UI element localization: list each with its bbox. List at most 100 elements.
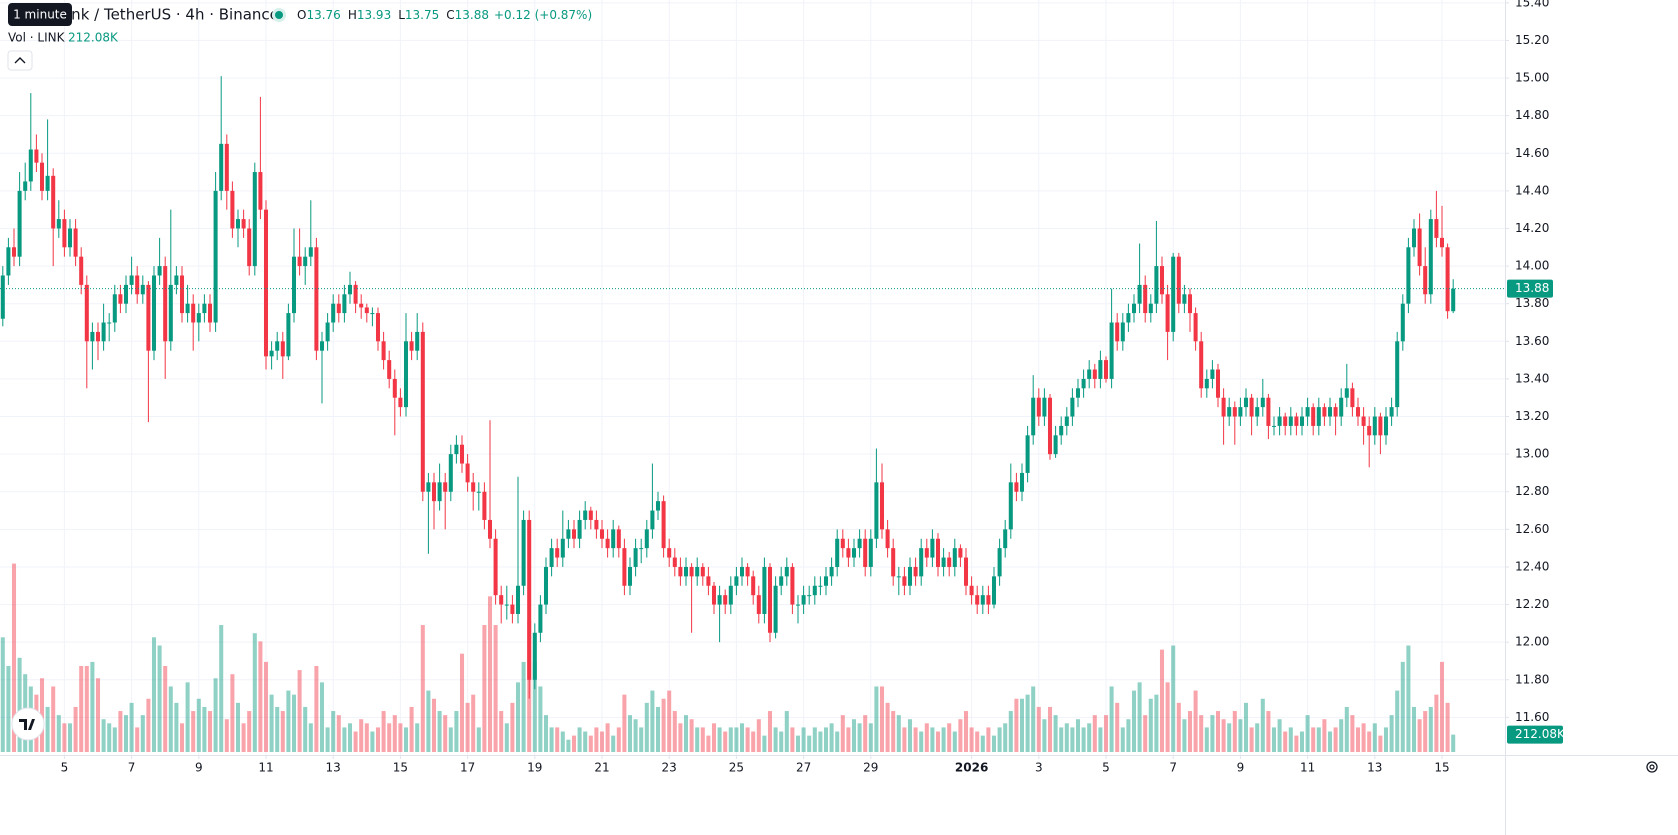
candle-body: [191, 303, 196, 323]
candle-body: [448, 454, 453, 492]
candle-body: [1081, 378, 1086, 389]
volume-bar: [1283, 731, 1288, 752]
volume-bar: [1171, 645, 1176, 752]
overlay-layer: 11.60 11.80 12.00 12.20 12.40 12.60 12.80 13.00…: [0, 0, 1563, 775]
candle-body: [1042, 397, 1047, 417]
candle-body: [230, 190, 235, 229]
candle-body: [224, 143, 229, 191]
collapse-button[interactable]: [7, 50, 33, 71]
candle-body: [364, 307, 369, 314]
candle-body: [1428, 219, 1433, 295]
volume-bar: [1019, 698, 1025, 752]
y-tick-label: 12.80: [1515, 484, 1549, 498]
volume-bar: [17, 657, 22, 752]
volume-bar: [6, 665, 11, 752]
y-tick-label: 14.00: [1515, 259, 1549, 273]
y-tick-label: 14.20: [1515, 221, 1549, 235]
x-tick-label: 21: [594, 761, 609, 775]
candle-body: [527, 519, 532, 680]
volume-bar: [1182, 719, 1187, 752]
volume-bar: [667, 690, 672, 752]
candle-body: [818, 585, 823, 587]
volume-bar: [571, 735, 577, 752]
candle-body: [667, 548, 672, 558]
volume-bar: [818, 731, 823, 752]
volume-bar: [532, 661, 537, 752]
candle-body: [1115, 322, 1120, 342]
candle-body: [1182, 294, 1187, 304]
volume-bar: [969, 727, 974, 752]
candle-body: [482, 491, 487, 520]
candle-body: [1176, 256, 1181, 304]
volume-bar: [247, 711, 252, 752]
volume-bar: [1439, 661, 1445, 752]
candle-body: [471, 482, 476, 492]
candle-body: [476, 491, 481, 493]
volume-bar: [913, 727, 918, 752]
candle-body: [706, 576, 711, 586]
y-tick-label: 12.00: [1515, 635, 1549, 649]
tv-logo[interactable]: [11, 707, 45, 741]
y-tick-label: 13.80: [1515, 296, 1549, 310]
volume-bar: [280, 711, 285, 752]
candle-body: [616, 529, 621, 549]
candle-body: [1092, 369, 1097, 379]
candle-body: [650, 510, 655, 530]
y-tick-label: 12.60: [1515, 522, 1549, 536]
candle-body: [952, 548, 957, 567]
volume-bar: [896, 715, 901, 752]
candle-body: [1154, 266, 1159, 304]
candle-body: [79, 256, 84, 285]
candle-body: [1215, 369, 1221, 398]
candle-body: [1395, 341, 1400, 408]
volume-bar: [1115, 702, 1120, 752]
volume-bar: [857, 723, 862, 752]
candle-body: [739, 566, 745, 577]
legend-value: 13.88: [455, 8, 489, 22]
candle-body: [1204, 378, 1209, 389]
volume-bar: [1361, 723, 1366, 752]
candle-body: [1064, 416, 1069, 426]
volume-bar: [431, 698, 437, 752]
candle-body: [499, 595, 504, 605]
volume-bar: [706, 735, 711, 752]
candle-body: [538, 604, 543, 633]
volume-bar: [1277, 719, 1282, 752]
settings-icon[interactable]: [1646, 761, 1658, 773]
candle-body: [913, 566, 918, 577]
volume-bar: [1070, 727, 1075, 752]
candle-body: [767, 566, 773, 633]
volume-bar: [779, 731, 784, 752]
candle-body: [347, 284, 353, 295]
volume-bar: [0, 637, 5, 752]
candle-body: [723, 595, 728, 605]
last-price-label: 13.88: [1515, 281, 1549, 295]
candle-body: [751, 576, 756, 596]
volume-bar: [56, 715, 61, 752]
volume-bar: [73, 706, 78, 752]
candle-body: [241, 219, 246, 229]
volume-bar: [1451, 734, 1456, 752]
candle-body: [986, 595, 991, 605]
candle-body: [611, 529, 616, 549]
candle-body: [1103, 360, 1109, 379]
candle-body: [342, 294, 347, 314]
volume-bar: [1400, 661, 1405, 752]
volume-bar: [392, 715, 397, 752]
y-tick-label: 15.00: [1515, 71, 1549, 85]
volume-bar: [683, 715, 689, 752]
candle-body: [1148, 303, 1153, 314]
candle-body: [202, 303, 207, 314]
volume-bar: [219, 625, 224, 752]
volume-bar: [163, 665, 168, 752]
candle-body: [980, 595, 985, 605]
candle-body: [1350, 388, 1355, 408]
legend-key: H: [348, 8, 357, 22]
volume-bar: [835, 731, 840, 752]
candle-body: [1271, 425, 1277, 427]
volume-bar: [902, 727, 907, 752]
volume-bar: [549, 727, 554, 752]
legend-value: 13.76: [306, 8, 340, 22]
candle-body: [734, 576, 739, 586]
candle-body: [902, 576, 907, 586]
